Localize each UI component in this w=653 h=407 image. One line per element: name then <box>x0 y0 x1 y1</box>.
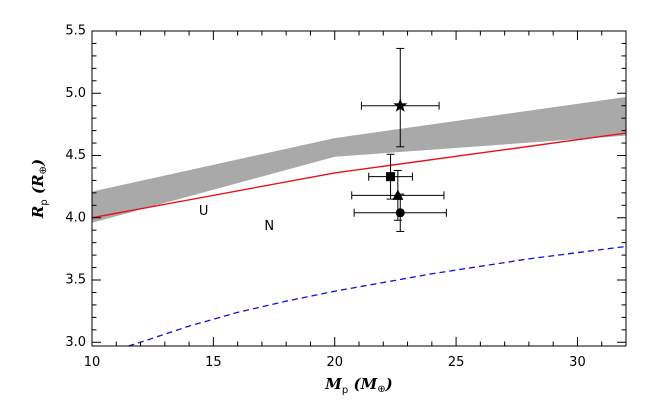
x-tick-label: 30 <box>569 355 586 370</box>
y-tick-label: 4.0 <box>65 210 86 225</box>
axis-label-part: ) <box>29 159 47 167</box>
star-marker <box>393 98 408 112</box>
y-axis-label: Rp (R⊕) <box>29 159 50 219</box>
square-marker <box>386 172 396 182</box>
axis-label-part: ( <box>348 375 361 393</box>
y-tick-label: 5.0 <box>65 86 86 101</box>
ticks-layer: 10 15 20 25 30 3.0 3.5 4.0 4.5 5.0 5.5 <box>65 24 627 370</box>
x-tick-label: 10 <box>84 355 101 370</box>
x-tick-label: 25 <box>448 355 465 370</box>
y-tick-label: 3.5 <box>65 273 86 288</box>
axis-label-part: ⊕ <box>38 166 49 174</box>
data-point-star <box>360 47 440 148</box>
data-point-circle <box>353 193 447 232</box>
data-point-square <box>368 153 413 200</box>
x-tick-label: 20 <box>326 355 343 370</box>
y-tick-label: 5.5 <box>65 24 86 39</box>
axis-label-part: ⊕ <box>377 384 385 395</box>
axis-label-part: ) <box>385 375 393 393</box>
y-tick-label: 3.0 <box>65 335 86 350</box>
annotation-u: U <box>199 204 209 219</box>
annotation-n: N <box>264 219 274 234</box>
axis-label-part: M <box>324 375 342 393</box>
axis-label-part: R <box>29 174 47 187</box>
circle-marker <box>395 208 405 218</box>
plot-layer: UN <box>92 47 626 346</box>
red-model-line <box>92 132 626 219</box>
axis-label-part: R <box>29 206 47 219</box>
x-tick-label: 15 <box>205 355 222 370</box>
blue-dashed-curve <box>128 245 626 346</box>
model-band <box>92 96 626 223</box>
axis-label-part: ( <box>29 186 47 199</box>
axis-label-part: p <box>342 385 348 396</box>
y-tick-label: 4.5 <box>65 148 86 163</box>
axis-label-part: p <box>39 199 50 205</box>
x-axis-label: Mp (M⊕) <box>324 375 392 396</box>
axis-label-part: M <box>360 375 378 393</box>
